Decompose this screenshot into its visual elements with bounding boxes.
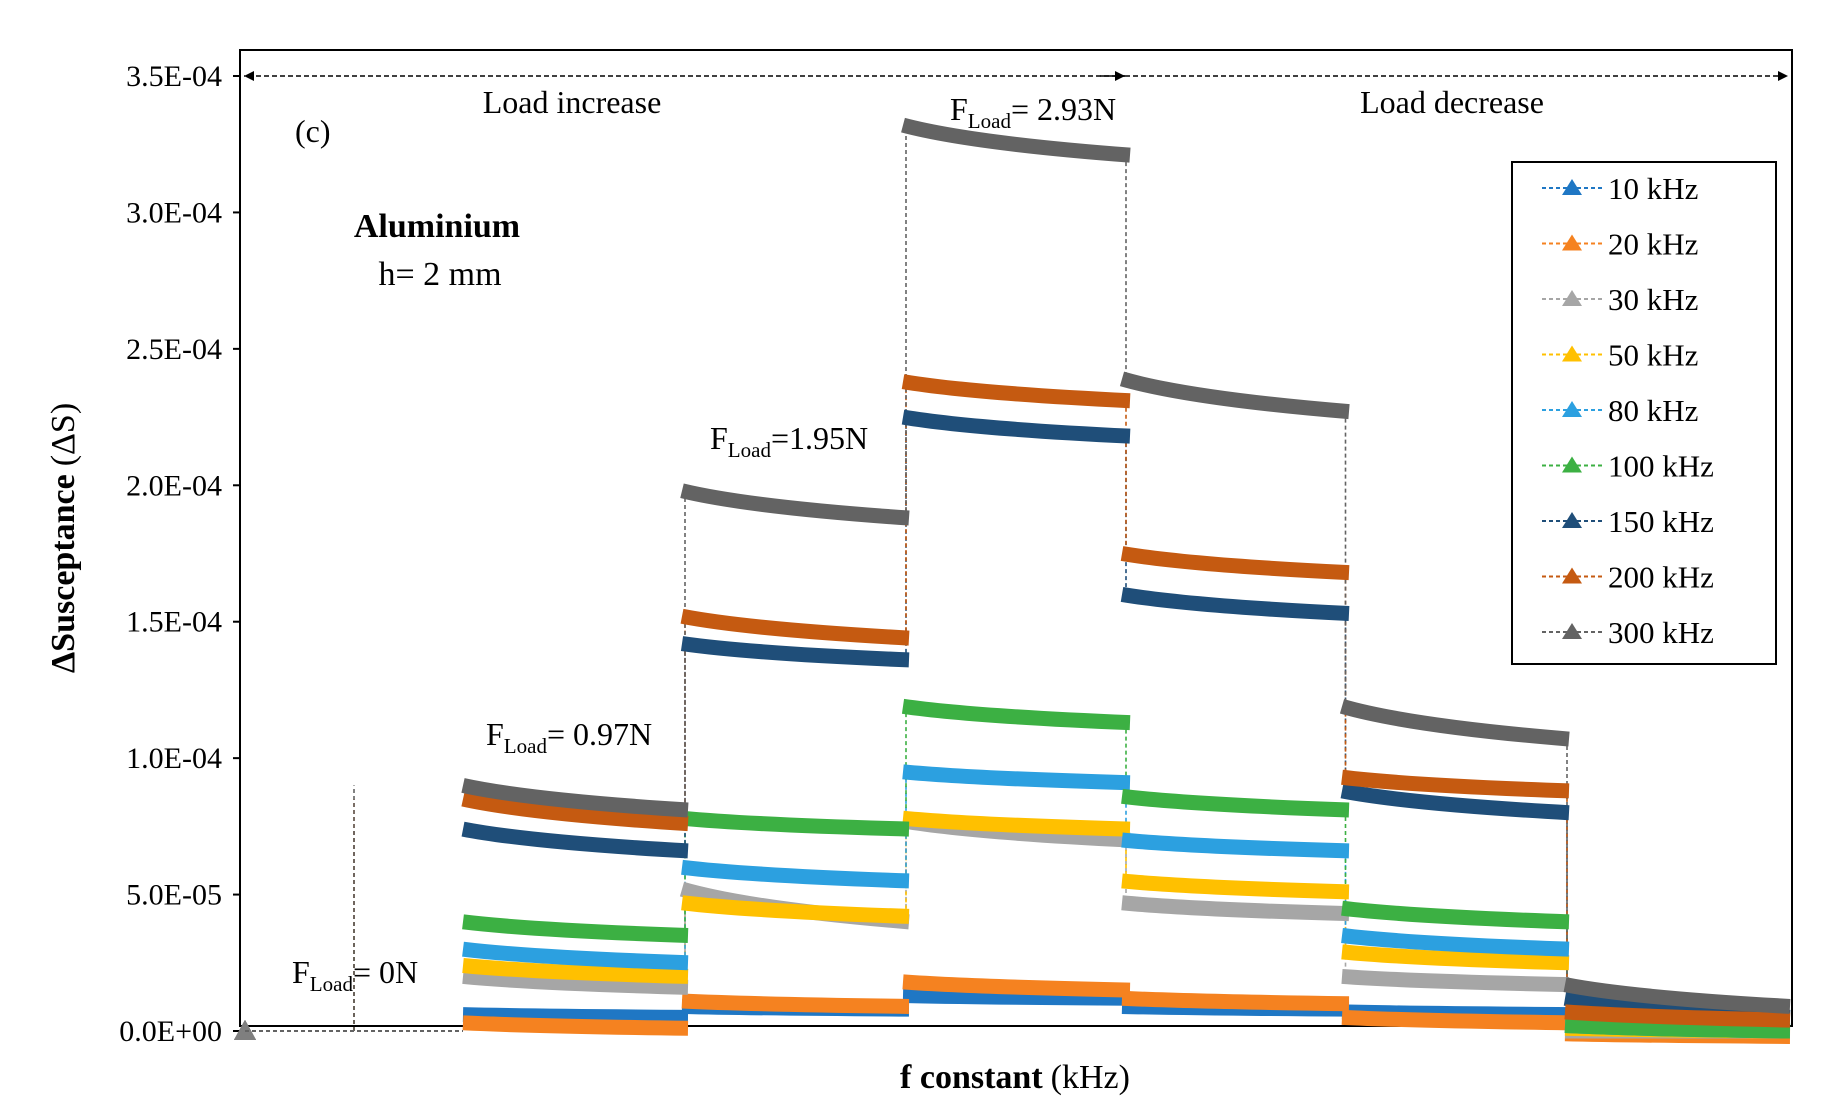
legend-marker [1562, 345, 1582, 362]
load-label-0n: FLoad= 0N [292, 954, 418, 996]
series-segment [462, 958, 689, 984]
load-increase-label: Load increase [483, 84, 662, 120]
series-segment [1341, 928, 1570, 957]
series-segment [462, 1015, 689, 1036]
y-tick-label: 2.5E-04 [126, 333, 222, 366]
series-segment [1121, 788, 1350, 818]
series-segment [1341, 769, 1570, 799]
panel-label: (c) [295, 113, 331, 149]
series-segment [902, 810, 1131, 837]
legend-marker [1562, 234, 1582, 251]
series-segment [1121, 873, 1350, 900]
series-segment [681, 859, 910, 889]
series-segment [681, 895, 910, 924]
legend-label: 80 kHz [1608, 393, 1698, 428]
series-segment [681, 993, 910, 1014]
legend-marker [1562, 179, 1582, 195]
series-segment [462, 968, 689, 995]
load-label-195n: FLoad=1.95N [710, 420, 868, 462]
y-tick-label: 0.0E+00 [119, 1015, 222, 1048]
legend-item: 30 kHz [1542, 282, 1698, 317]
series-segment [901, 117, 1131, 163]
series-segment [901, 374, 1131, 409]
series-segment [1121, 895, 1350, 922]
legend-item: 20 kHz [1542, 227, 1698, 262]
series-segment [1121, 832, 1350, 859]
legend-marker [1562, 567, 1582, 584]
series-segment [1341, 1009, 1570, 1031]
legend-item: 10 kHz [1542, 171, 1698, 206]
y-axis: 0.0E+00 5.0E-05 1.0E-04 1.5E-04 2.0E-04 2.5E-… [119, 60, 240, 1048]
legend: 10 kHz 20 kHz 30 kHz 50 kHz 80 kHz 100 kHz 150… [1511, 161, 1777, 665]
load-decrease-label: Load decrease [1360, 84, 1544, 120]
legend-label: 150 kHz [1608, 504, 1714, 539]
legend-box [1511, 161, 1777, 665]
series-segment [1563, 977, 1791, 1014]
x-axis-title: f constant (kHz) [900, 1059, 1130, 1096]
series-segment [1339, 699, 1570, 747]
series-segment [1341, 900, 1570, 930]
series-200-khz [234, 374, 1791, 1040]
series-segment [1341, 944, 1570, 971]
y-tick-label: 2.0E-04 [126, 469, 222, 502]
series-segment [1341, 968, 1570, 993]
load-label-293n: FLoad= 2.93N [950, 91, 1116, 133]
series-segment [1564, 1004, 1791, 1028]
series-segment [462, 1007, 689, 1025]
legend-marker [1562, 401, 1582, 417]
legend-label: 20 kHz [1608, 227, 1698, 262]
y-tick-label: 5.0E-05 [126, 879, 222, 912]
series-segment [462, 914, 689, 943]
series-segment [1564, 1018, 1791, 1039]
legend-label: 300 kHz [1608, 615, 1714, 650]
series-segment [680, 608, 910, 646]
y-tick-label: 3.5E-04 [126, 60, 222, 93]
series-segment [462, 941, 689, 971]
y-tick-label: 1.0E-04 [126, 742, 222, 775]
legend-marker [1562, 456, 1582, 473]
series-segment [1120, 546, 1350, 581]
legend-item: 100 kHz [1542, 449, 1714, 484]
legend-item: 200 kHz [1542, 560, 1714, 595]
series-segment [680, 483, 910, 526]
thickness-label: h= 2 mm [378, 256, 501, 293]
legend-item: 300 kHz [1542, 615, 1714, 650]
y-axis-title: ΔSusceptance(ΔS) [45, 403, 82, 673]
series-segment [902, 764, 1131, 791]
y-tick-label: 3.0E-04 [126, 196, 222, 229]
legend-label: 30 kHz [1608, 282, 1698, 317]
series-300-khz [234, 117, 1791, 1040]
series-segment [680, 636, 910, 668]
series-layer [234, 117, 1791, 1044]
step-connectors [353, 125, 1568, 1034]
legend-marker [1562, 290, 1582, 306]
legend-item: 80 kHz [1542, 393, 1698, 428]
series-segment [902, 988, 1131, 1006]
load-label-097n: FLoad= 0.97N [486, 716, 652, 758]
series-segment [1340, 783, 1570, 821]
y-tick-label: 1.5E-04 [126, 606, 222, 639]
legend-item: 50 kHz [1542, 338, 1698, 373]
series-segment [901, 698, 1131, 731]
legend-label: 100 kHz [1608, 449, 1714, 484]
series-segment [1120, 587, 1350, 622]
legend-label: 50 kHz [1608, 338, 1698, 373]
series-segment [1121, 990, 1350, 1012]
plot-area [239, 49, 1793, 1027]
legend-item: 150 kHz [1542, 504, 1714, 539]
legend-marker [1562, 623, 1582, 639]
series-segment [461, 791, 689, 832]
legend-label: 200 kHz [1608, 560, 1714, 595]
series-segment [902, 974, 1131, 998]
series-segment [901, 409, 1131, 444]
series-segment [1119, 371, 1350, 420]
material-label: Aluminium [354, 208, 520, 245]
legend-label: 10 kHz [1608, 171, 1698, 206]
legend-marker [1562, 512, 1582, 528]
series-segment [461, 778, 689, 818]
series-segment [681, 810, 910, 837]
series-segment [461, 821, 689, 859]
